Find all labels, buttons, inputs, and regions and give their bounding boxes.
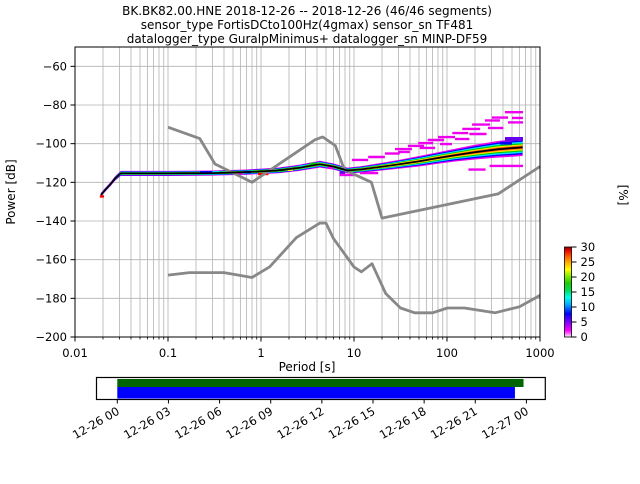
plot-background xyxy=(75,47,540,337)
x-tick-label: 10 xyxy=(347,346,362,360)
timeline-tick-label: 12-26 21 xyxy=(428,404,480,442)
y-tick-label: −60 xyxy=(43,59,67,73)
psd-probability-band-layer xyxy=(100,145,523,196)
colorbar-tick-label: 0 xyxy=(581,330,588,344)
timeline-tick-label: 12-26 03 xyxy=(121,404,173,442)
colorbar-percent-label: [%] xyxy=(616,185,630,206)
x-tick-label: 0.1 xyxy=(159,346,177,360)
psd-probability-band-layer xyxy=(100,143,523,196)
x-tick-label: 0.01 xyxy=(62,346,88,360)
colorbar-tick-label: 25 xyxy=(581,255,596,269)
colorbar-tick-label: 20 xyxy=(581,270,596,284)
psd-probability-band-layer xyxy=(100,144,523,196)
y-tick-label: −80 xyxy=(43,98,67,112)
colorbar-tick-label: 30 xyxy=(581,240,596,254)
y-tick-label: −120 xyxy=(35,175,67,189)
x-tick-label: 1 xyxy=(257,346,264,360)
timeline-tick-label: 12-26 09 xyxy=(223,404,275,442)
y-tick-label: −180 xyxy=(35,291,67,305)
y-tick-label: −140 xyxy=(35,214,67,228)
timeline-tick-label: 12-26 06 xyxy=(172,404,224,442)
timeline-bar-used-blue xyxy=(117,387,515,399)
x-tick-label: 100 xyxy=(436,346,458,360)
noise-model-low-NLNM xyxy=(167,221,541,315)
timeline-bar-data-green xyxy=(117,379,524,387)
psd-probability-band-layer xyxy=(100,140,523,197)
colorbar-gradient xyxy=(564,246,572,338)
plot-title-line3: datalogger_type GuralpMinimus+ datalogge… xyxy=(127,32,488,46)
timeline-tick-label: 12-27 00 xyxy=(479,404,531,442)
colorbar-tick-label: 10 xyxy=(581,300,596,314)
y-tick-label: −200 xyxy=(35,330,67,344)
plot-title-line2: sensor_type FortisDCto100Hz(4gmax) senso… xyxy=(141,18,473,32)
y-tick-label: −100 xyxy=(35,137,67,151)
timeline-tick-label: 12-26 18 xyxy=(377,404,429,442)
y-axis-label: Power [dB] xyxy=(4,159,18,224)
plot-title-line1: BK.BK82.00.HNE 2018-12-26 -- 2018-12-26 … xyxy=(122,4,492,18)
timeline-tick-label: 12-26 12 xyxy=(275,404,327,442)
colorbar-tick-label: 5 xyxy=(581,315,588,329)
y-tick-label: −160 xyxy=(35,253,67,267)
psd-mode-line xyxy=(100,146,523,196)
x-axis-label: Period [s] xyxy=(279,360,336,374)
axes-frame xyxy=(74,46,541,338)
x-tick-label: 1000 xyxy=(525,346,554,360)
timeline-tick-label: 12-26 00 xyxy=(70,404,122,442)
noise-model-high-NHNM xyxy=(167,125,541,220)
psd-probability-band-layer xyxy=(100,141,523,197)
colorbar-tick-label: 15 xyxy=(581,285,596,299)
timeline-tick-label: 12-26 15 xyxy=(326,404,378,442)
